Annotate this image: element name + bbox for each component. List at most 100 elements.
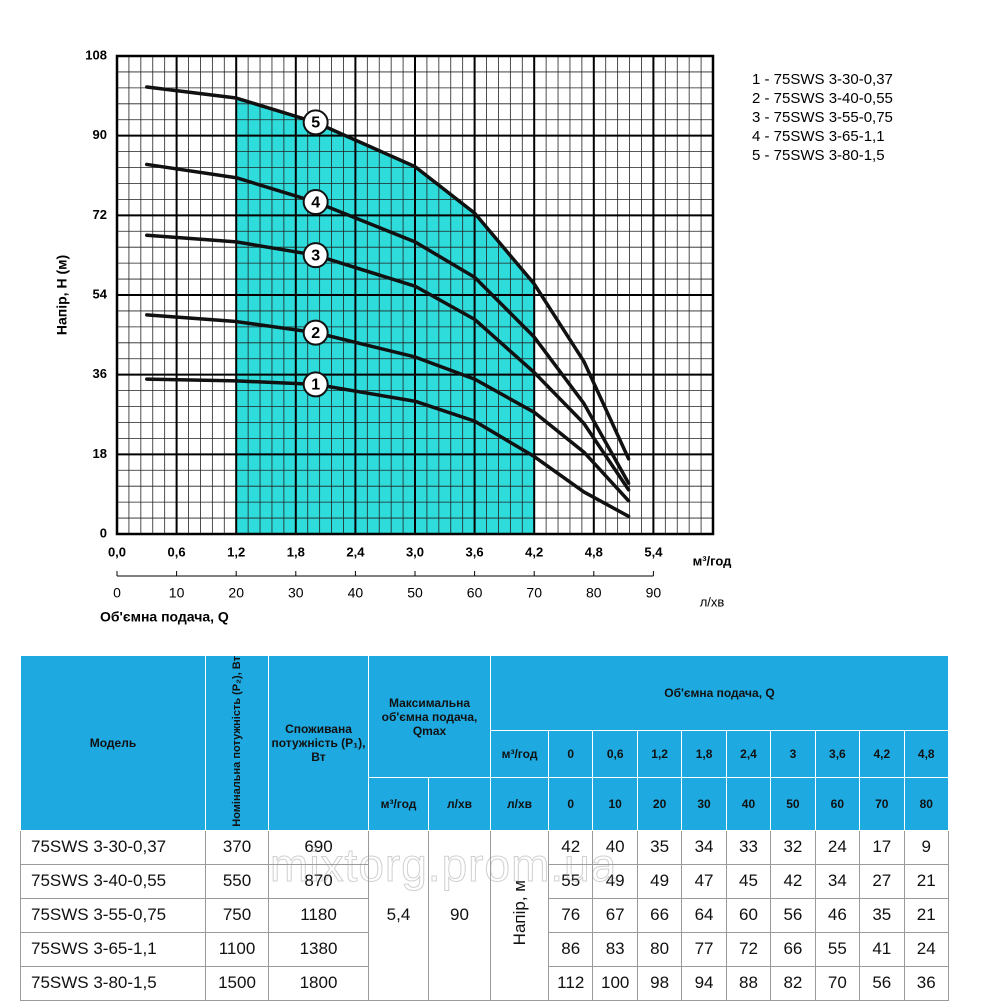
x-tick-label: 0,0 [108, 544, 126, 559]
table-row: 75SWS 3-80-1,5 1500 1800 112 100 98 94 88 82 70 56… [20, 965, 949, 1001]
x-unit: м³/год [693, 553, 733, 568]
table-cell-text: Напір, м [509, 880, 529, 946]
header-cell: 20 [636, 777, 683, 831]
table-cell: 36 [903, 965, 949, 1001]
table-cell: 45 [725, 863, 772, 899]
header-cell: 50 [770, 777, 816, 831]
header-cell: 10 [592, 777, 638, 831]
table-cell: 77 [681, 931, 727, 967]
table-cell: 33 [725, 829, 772, 865]
curve-marker [302, 319, 329, 346]
x2-tick-label: 40 [348, 585, 364, 601]
table-row: Модель Номінальна потужність (P₂), Вт Спож… [20, 654, 949, 831]
x2-tick-label: 60 [467, 585, 483, 601]
curve [145, 162, 631, 485]
table-row: 75SWS 3-65-1,1 1100 1380 86 83 80 77 72 66 55 41 24 [20, 931, 949, 967]
header-cell: 2,4 [725, 730, 772, 779]
table-cell: 112 [548, 965, 594, 1001]
table-cell: Напір, м [490, 829, 550, 1001]
table-cell: 76 [548, 897, 594, 933]
x2-tick-label: 0 [113, 585, 121, 601]
x2-unit: л/хв [700, 594, 725, 609]
x-tick-label: 5,4 [644, 544, 663, 559]
table-cell: 690 [268, 829, 369, 865]
header-cell: Модель [20, 655, 206, 831]
y-tick-label: 90 [93, 127, 107, 142]
curve-marker-label: 3 [311, 247, 320, 264]
table-cell: 82 [770, 965, 816, 1001]
x-tick-label: 4,2 [525, 544, 543, 559]
header-cell: 30 [681, 777, 727, 831]
y-tick-label: 54 [93, 286, 108, 301]
table-cell: 64 [681, 897, 727, 933]
chart: 0,0 0,6 1,2 1,8 2,4 3,0 3,6 4,2 4,8 5,40183654729… [54, 47, 893, 624]
header-cell: Номінальна потужність (P₂), Вт [205, 655, 269, 831]
table-cell: 34 [814, 863, 861, 899]
header-cell: 0 [548, 777, 594, 831]
table-cell: 100 [592, 965, 638, 1001]
curve-marker [302, 189, 329, 216]
table-cell: 1800 [268, 965, 369, 1001]
table-cell: 1380 [268, 931, 369, 967]
curve [145, 377, 631, 519]
header-cell: 1,2 [636, 730, 683, 779]
table-cell: 70 [814, 965, 861, 1001]
model-cell: 75SWS 3-55-0,75 [20, 897, 206, 933]
y-tick-label: 18 [93, 446, 107, 461]
header-cell: 3 [770, 730, 816, 779]
table-cell: 34 [681, 829, 727, 865]
table-row: 75SWS 3-30-0,37 370 690 5,4 90 Напір, м 42 40 35… [20, 829, 949, 1001]
curve [145, 233, 631, 492]
table-cell: 21 [903, 863, 949, 899]
table-cell: 1100 [205, 931, 269, 967]
curve-marker-label: 5 [311, 115, 320, 132]
table-cell: 94 [681, 965, 727, 1001]
legend-entry: 3 - 75SWS 3-55-0,75 [752, 109, 893, 126]
header-cell-text: Номінальна потужність (P₂), Вт [231, 656, 243, 827]
x2-tick-label: 90 [646, 585, 662, 601]
x-tick-label: 3,0 [406, 544, 424, 559]
table-cell: 32 [770, 829, 816, 865]
header-cell: 3,6 [814, 730, 861, 779]
spec-table: Модель Номінальна потужність (P₂), Вт Спож… [20, 654, 949, 1001]
x-tick-label: 4,8 [585, 544, 603, 559]
x-tick-label: 1,2 [227, 544, 245, 559]
y-axis-title: Напір, Н (м) [54, 255, 70, 335]
header-cell: 4,8 [903, 730, 949, 779]
table-cell: 42 [770, 863, 816, 899]
table-cell: 80 [636, 931, 683, 967]
legend-entry: 4 - 75SWS 3-65-1,1 [752, 128, 885, 145]
table-cell: 24 [814, 829, 861, 865]
x-tick-label: 1,8 [287, 544, 305, 559]
x-tick-label: 3,6 [466, 544, 484, 559]
table-cell: 1500 [205, 965, 269, 1001]
header-cell: 70 [859, 777, 905, 831]
model-cell: 75SWS 3-80-1,5 [20, 965, 206, 1001]
table-cell: 5,4 [368, 829, 429, 1001]
header-cell: Максимальна об'ємна подача, Qmax [367, 654, 492, 779]
table-cell: 72 [725, 931, 772, 967]
x2-tick-label: 30 [288, 585, 304, 601]
legend-entry: 2 - 75SWS 3-40-0,55 [752, 90, 893, 107]
table-cell: 46 [814, 897, 861, 933]
y-tick-label: 0 [100, 525, 107, 540]
x-tick-label: 2,4 [346, 544, 365, 559]
x2-tick-label: 20 [228, 585, 244, 601]
curve-marker-label: 1 [311, 377, 320, 394]
header-cell: Об'ємна подача, Q [490, 654, 949, 732]
curve-marker-label: 2 [311, 325, 320, 342]
table-cell: 24 [903, 931, 949, 967]
table-cell: 9 [903, 829, 949, 865]
curve [145, 85, 631, 461]
table-cell: 47 [681, 863, 727, 899]
header-cell: л/хв [490, 777, 550, 831]
header-cell: 40 [725, 777, 772, 831]
x2-tick-label: 10 [169, 585, 185, 601]
table-cell: 1180 [268, 897, 369, 933]
y-tick-label: 36 [93, 366, 107, 381]
table-cell: 55 [548, 863, 594, 899]
table-cell: 56 [770, 897, 816, 933]
table-cell: 88 [725, 965, 772, 1001]
header-cell: 4,2 [859, 730, 905, 779]
